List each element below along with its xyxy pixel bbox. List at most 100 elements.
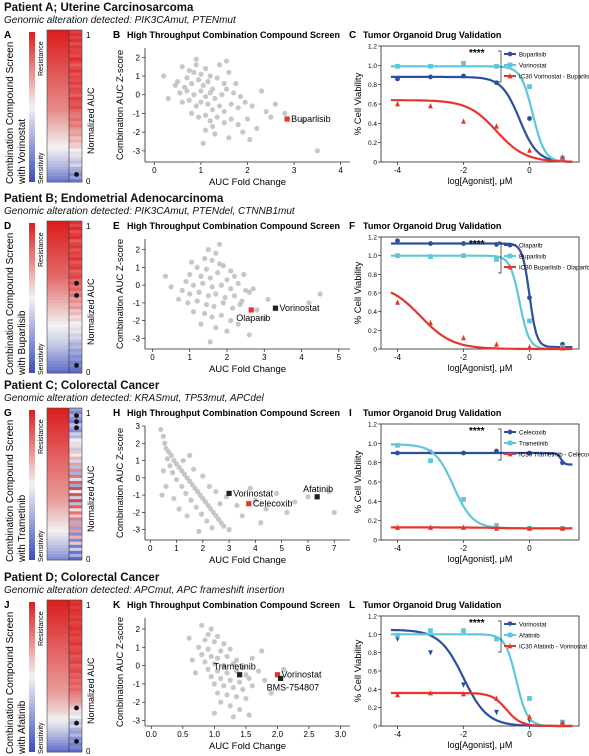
- heatmap-cell: [69, 651, 82, 656]
- heatmap-cell: [69, 60, 82, 64]
- heatmap-cell: [47, 339, 69, 343]
- heatmap-cell: [47, 342, 69, 347]
- heatmap-cell: [47, 48, 69, 52]
- heatmap-cell: [69, 87, 82, 92]
- heatmap-cell: [47, 496, 69, 500]
- heatmap-cell: [47, 230, 69, 234]
- scatter-point: [158, 426, 164, 433]
- highlighted-compound-marker: [274, 672, 281, 678]
- y-tick-label: 1.0: [368, 63, 377, 70]
- hit-compound-dot: [74, 720, 79, 726]
- legend-label: Trametinib: [519, 441, 549, 448]
- scatter-point: [259, 648, 265, 654]
- scatter-title: High Throughput Combination Compound Scr…: [127, 221, 340, 231]
- scatter-point: [207, 73, 213, 79]
- scatter-point: [198, 88, 204, 94]
- scatter-point: [184, 513, 190, 519]
- heatmap-cell: [69, 453, 82, 458]
- heatmap-cell: [69, 703, 82, 707]
- patient-b-header: Patient B; Endometrial Adenocarcinoma Ge…: [4, 193, 295, 218]
- scatter-point: [189, 657, 195, 663]
- data-point: [461, 450, 466, 456]
- scatter-point: [186, 67, 192, 74]
- heatmap-cell: [47, 538, 69, 543]
- hit-compound-dot: [74, 738, 79, 744]
- heatmap-cell: [47, 287, 69, 292]
- resistance-sensitivity-scale-bar: [29, 32, 35, 182]
- heatmap-cell: [69, 694, 82, 698]
- scatter-point: [221, 662, 227, 669]
- heatmap-cell: [69, 163, 82, 168]
- scatter-point: [226, 69, 232, 75]
- heatmap-cell: [47, 357, 69, 362]
- data-point: [527, 344, 532, 350]
- hit-compound-dot: [74, 419, 79, 425]
- y-tick-label: 0: [136, 91, 141, 100]
- heatmap-cell: [47, 606, 69, 610]
- colorbar-max-label: 1: [86, 31, 91, 40]
- heatmap-cell: [47, 336, 69, 340]
- heatmap-cell: [47, 462, 69, 467]
- scatter-point: [227, 646, 233, 652]
- scatter-point: [191, 92, 197, 98]
- highlighted-compound-label: Buparlisib: [291, 114, 331, 124]
- data-point: [527, 713, 532, 720]
- data-point: [461, 690, 466, 697]
- highlighted-compound-marker: [246, 501, 252, 507]
- x-tick-label: 0: [150, 353, 155, 362]
- heatmap-cell: [69, 487, 82, 491]
- y-tick-label: 0.8: [368, 650, 377, 657]
- scatter-point: [207, 118, 213, 124]
- heatmap-cell: [69, 112, 82, 116]
- heatmap-cell: [47, 721, 69, 726]
- heatmap-cell: [47, 742, 69, 747]
- scatter-point: [200, 140, 206, 146]
- scatter-point: [198, 511, 205, 517]
- heatmap-cell: [69, 636, 82, 640]
- scatter-point: [188, 80, 195, 87]
- scatter-point: [211, 681, 217, 687]
- heatmap-cell: [69, 480, 82, 485]
- scatter-point: [317, 291, 323, 297]
- heatmap-cell: [69, 630, 82, 634]
- heatmap-cell: [69, 465, 82, 470]
- scatter-point: [195, 114, 202, 120]
- legend-label: IC30 Afatinib - Vorinostat: [519, 644, 587, 651]
- scatter-point: [190, 309, 197, 315]
- heatmap-cell: [47, 423, 69, 427]
- heatmap-cell: [47, 505, 69, 509]
- heatmap-cell: [47, 293, 69, 298]
- heatmap-cell: [47, 465, 69, 470]
- y-tick-label: 0: [373, 347, 377, 354]
- resistance-label: Resistance: [38, 41, 45, 76]
- heatmap-cell: [69, 30, 82, 34]
- heatmap-cell: [47, 290, 69, 295]
- heatmap-cell: [69, 535, 82, 540]
- scatter-point: [182, 84, 188, 90]
- scatter-point: [218, 282, 225, 288]
- legend-marker: [507, 62, 513, 68]
- scatter-points: [161, 56, 320, 154]
- data-point: [494, 257, 499, 262]
- heatmap-cell: [69, 547, 82, 552]
- heatmap-cell: [47, 330, 69, 334]
- heatmap-cell: [47, 429, 69, 433]
- heatmap-cell: [47, 57, 69, 61]
- heatmap-cell: [47, 724, 69, 729]
- x-tick-label: 3: [292, 166, 297, 175]
- heatmap-cell: [69, 360, 82, 365]
- heatmap-cell: [47, 642, 69, 646]
- heatmap-cell: [69, 724, 82, 729]
- data-point: [461, 253, 466, 259]
- heatmap-cell: [47, 477, 69, 482]
- heatmap-cell: [69, 93, 82, 98]
- scatter-point: [180, 457, 186, 464]
- heatmap-cell: [69, 606, 82, 610]
- heatmap-cell: [47, 450, 69, 454]
- heatmap-cell: [69, 612, 82, 616]
- heatmap-cell: [47, 87, 69, 92]
- panel-letter: H: [113, 408, 120, 419]
- hit-compound-dot: [74, 172, 79, 177]
- heatmap-cell: [47, 426, 69, 430]
- heatmap-cell: [47, 535, 69, 540]
